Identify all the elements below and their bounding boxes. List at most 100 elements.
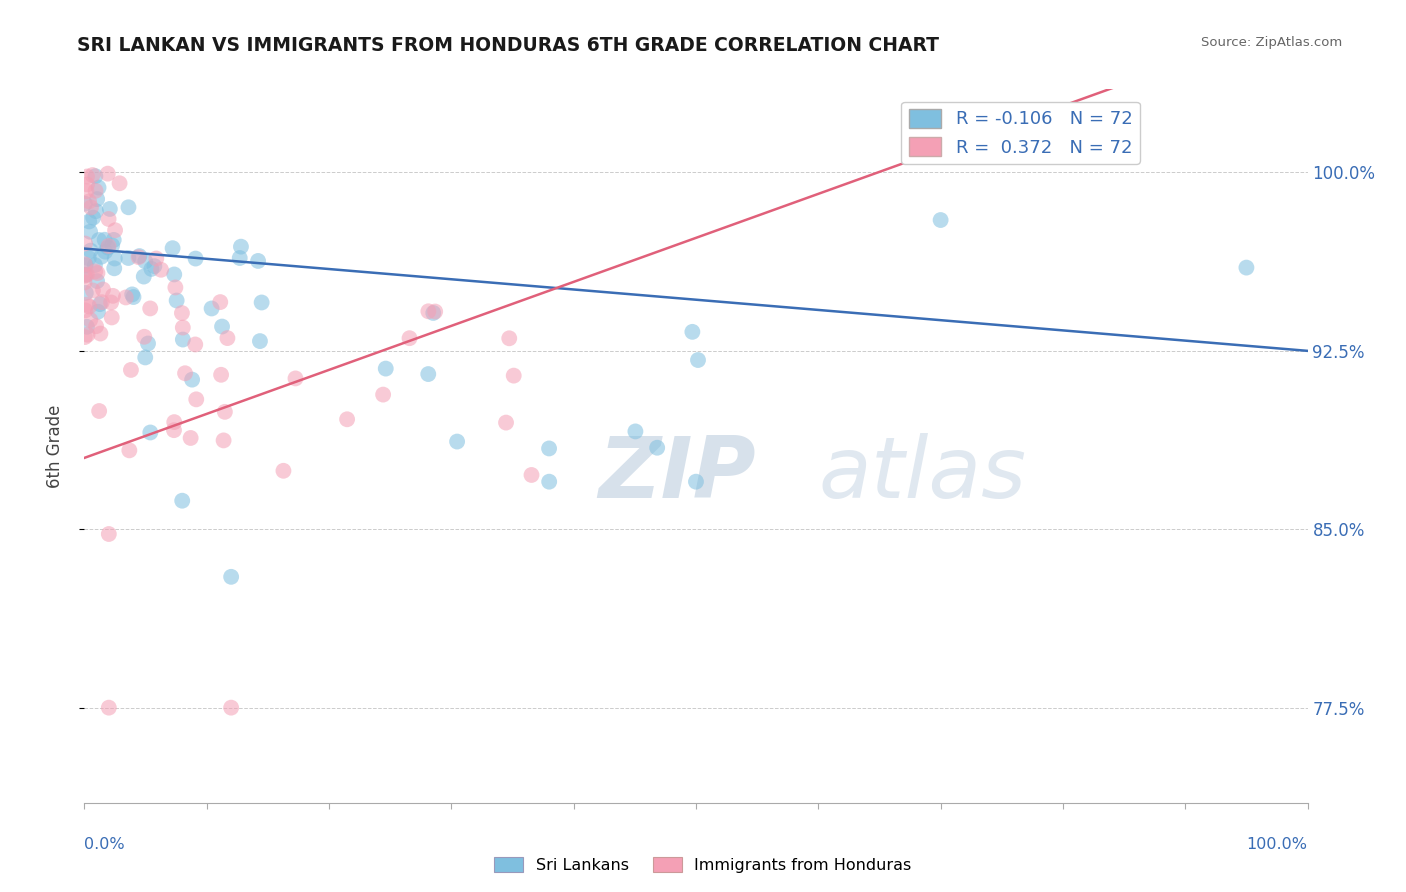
Point [132, 269, 155, 284]
Point [117, 251, 139, 265]
Point [76, 297, 98, 311]
Point [75, 259, 97, 273]
Point [77, 214, 100, 228]
Point [90, 295, 112, 310]
Point [73, 330, 96, 344]
Point [101, 289, 124, 303]
Point [97, 167, 120, 181]
Point [75, 285, 97, 300]
Point [94, 244, 117, 259]
Point [418, 304, 440, 318]
Point [250, 295, 273, 310]
Point [108, 176, 131, 190]
Point [84, 258, 107, 272]
Point [89, 297, 111, 311]
Point [166, 293, 188, 308]
Point [209, 295, 232, 310]
Point [141, 261, 163, 276]
Point [91, 283, 114, 297]
Point [538, 475, 561, 489]
Point [77, 194, 100, 209]
Point [200, 301, 222, 316]
Point [75, 303, 97, 318]
Point [77, 252, 100, 266]
Point [681, 325, 703, 339]
Point [181, 373, 204, 387]
Point [73, 268, 96, 283]
Point [284, 371, 307, 385]
Point [134, 351, 156, 365]
Point [121, 287, 143, 301]
Point [645, 441, 668, 455]
Point [336, 412, 359, 426]
Point [425, 304, 447, 318]
Point [184, 252, 207, 266]
Point [145, 252, 167, 266]
Point [128, 249, 150, 263]
Point [214, 405, 236, 419]
Point [538, 442, 561, 456]
Point [98, 202, 121, 216]
Point [163, 415, 186, 429]
Point [128, 250, 150, 264]
Point [93, 233, 115, 247]
Point [212, 434, 235, 448]
Point [84, 169, 107, 183]
Point [498, 331, 520, 345]
Text: atlas: atlas [818, 433, 1026, 516]
Point [101, 238, 124, 252]
Point [76, 184, 98, 198]
Point [247, 254, 270, 268]
Point [136, 336, 159, 351]
Legend: Sri Lankans, Immigrants from Honduras: Sri Lankans, Immigrants from Honduras [488, 851, 918, 880]
Point [75, 268, 97, 282]
Point [172, 493, 194, 508]
Text: ZIP: ZIP [598, 433, 756, 516]
Point [249, 334, 271, 348]
Point [150, 262, 173, 277]
Point [76, 178, 98, 192]
Point [89, 404, 111, 418]
Point [186, 392, 208, 407]
Point [398, 331, 420, 345]
Point [84, 204, 107, 219]
Point [86, 192, 108, 206]
Point [82, 211, 104, 225]
Text: 0.0%: 0.0% [84, 838, 125, 852]
Point [174, 366, 197, 380]
Point [76, 327, 98, 342]
Point [180, 431, 202, 445]
Point [229, 240, 252, 254]
Point [76, 169, 98, 184]
Point [82, 284, 104, 298]
Point [217, 331, 239, 345]
Point [929, 213, 952, 227]
Point [211, 319, 233, 334]
Point [100, 295, 122, 310]
Point [495, 416, 517, 430]
Point [97, 241, 120, 255]
Point [422, 306, 444, 320]
Point [87, 233, 110, 247]
Point [114, 290, 136, 304]
Point [184, 337, 207, 351]
Point [418, 367, 440, 381]
Point [104, 223, 127, 237]
Point [686, 353, 709, 368]
Point [76, 268, 98, 282]
Point [79, 225, 101, 239]
Text: SRI LANKAN VS IMMIGRANTS FROM HONDURAS 6TH GRADE CORRELATION CHART: SRI LANKAN VS IMMIGRANTS FROM HONDURAS 6… [77, 36, 939, 54]
Point [371, 387, 394, 401]
Point [229, 251, 252, 265]
Point [134, 254, 156, 268]
Point [163, 423, 186, 437]
Point [73, 196, 96, 211]
Point [374, 361, 396, 376]
Y-axis label: 6th Grade: 6th Grade [45, 404, 63, 488]
Point [122, 290, 145, 304]
Point [97, 239, 120, 253]
Point [100, 310, 122, 325]
Point [134, 330, 156, 344]
Point [97, 527, 120, 541]
Point [80, 201, 103, 215]
